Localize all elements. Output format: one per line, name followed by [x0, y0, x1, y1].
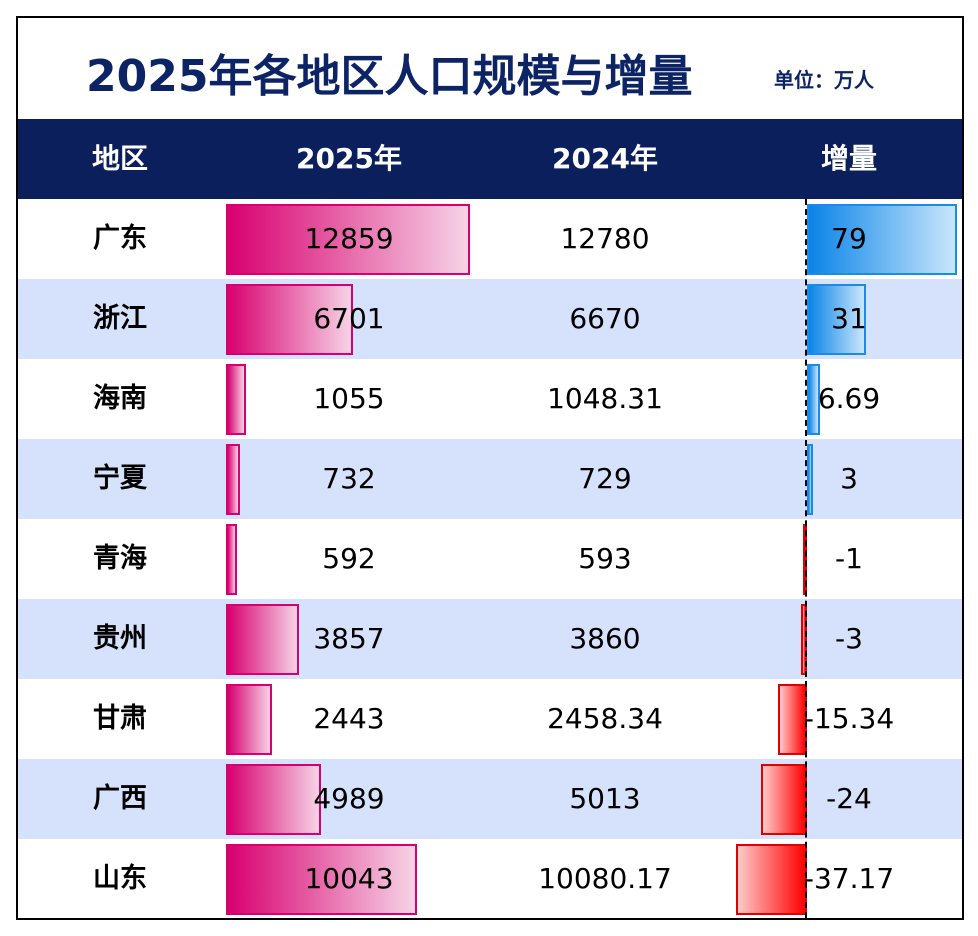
table-row: 海南 1055 1048.31 6.69: [18, 359, 962, 439]
header-2024: 2024年: [552, 142, 658, 175]
table-row: 宁夏 732 729 3: [18, 439, 962, 519]
population-2025-bar: [226, 364, 247, 435]
delta-positive-bar: [807, 204, 958, 275]
page-title: 2025年各地区人口规模与增量: [86, 51, 693, 102]
header-2025: 2025年: [296, 142, 402, 175]
delta-cell: 31: [831, 302, 867, 335]
delta-positive-bar: [807, 364, 820, 435]
value-2024-cell: 6670: [569, 302, 641, 335]
delta-negative-bar: [777, 684, 807, 755]
value-2025-cell: 6701: [313, 302, 385, 335]
value-2025-cell: 10043: [304, 862, 394, 895]
delta-cell: -15.34: [803, 702, 895, 735]
value-2024-cell: 3860: [569, 622, 641, 655]
delta-zero-axis: [805, 199, 807, 918]
region-cell: 海南: [93, 383, 147, 414]
region-cell: 贵州: [93, 623, 147, 654]
delta-cell: -3: [835, 622, 863, 655]
population-2025-bar: [226, 844, 417, 915]
delta-positive-bar: [807, 284, 866, 355]
delta-negative-bar: [736, 844, 807, 915]
delta-cell: -1: [835, 542, 863, 575]
table-row: 山东 10043 10080.17 -37.17: [18, 839, 962, 919]
population-2025-bar: [226, 284, 354, 355]
region-cell: 山东: [93, 863, 147, 894]
value-2025-cell: 4989: [313, 782, 385, 815]
region-cell: 浙江: [93, 303, 147, 334]
delta-cell: 6.69: [817, 382, 881, 415]
population-2025-bar: [226, 684, 273, 755]
value-2024-cell: 2458.34: [547, 702, 663, 735]
delta-positive-bar: [807, 444, 813, 515]
region-cell: 青海: [93, 543, 147, 574]
value-2025-cell: 1055: [313, 382, 385, 415]
delta-cell: -24: [826, 782, 872, 815]
value-2024-cell: 12780: [560, 222, 650, 255]
table-row: 青海 592 593 -1: [18, 519, 962, 599]
population-2025-bar: [226, 764, 321, 835]
value-2024-cell: 10080.17: [538, 862, 672, 895]
region-cell: 广西: [93, 783, 147, 814]
population-2025-bar: [226, 204, 470, 275]
value-2025-cell: 592: [322, 542, 376, 575]
value-2025-cell: 12859: [304, 222, 394, 255]
region-cell: 广东: [93, 223, 147, 254]
value-2024-cell: 5013: [569, 782, 641, 815]
table-row: 广西 4989 5013 -24: [18, 759, 962, 839]
table-row: 广东 12859 12780 79: [18, 199, 962, 279]
table-header: 地区 2025年 2024年 增量: [18, 119, 962, 199]
region-cell: 宁夏: [93, 463, 147, 494]
value-2024-cell: 729: [578, 462, 632, 495]
delta-cell: 79: [831, 222, 867, 255]
population-2025-bar: [226, 444, 240, 515]
population-2025-bar: [226, 604, 300, 675]
region-cell: 甘肃: [93, 703, 147, 734]
value-2024-cell: 593: [578, 542, 632, 575]
unit-label: 单位：万人: [774, 68, 874, 92]
value-2025-cell: 3857: [313, 622, 385, 655]
value-2025-cell: 2443: [313, 702, 385, 735]
table-row: 浙江 6701 6670 31: [18, 279, 962, 359]
delta-negative-bar: [761, 764, 807, 835]
value-2024-cell: 1048.31: [547, 382, 663, 415]
header-region: 地区: [91, 142, 149, 175]
table-frame: 2025年各地区人口规模与增量 单位：万人 地区 2025年 2024年 增量 …: [16, 16, 964, 920]
delta-cell: -37.17: [803, 862, 895, 895]
table-row: 贵州 3857 3860 -3: [18, 599, 962, 679]
delta-cell: 3: [840, 462, 858, 495]
population-2025-bar: [226, 524, 238, 595]
value-2025-cell: 732: [322, 462, 376, 495]
header-delta: 增量: [820, 142, 878, 175]
table-row: 甘肃 2443 2458.34 -15.34: [18, 679, 962, 759]
